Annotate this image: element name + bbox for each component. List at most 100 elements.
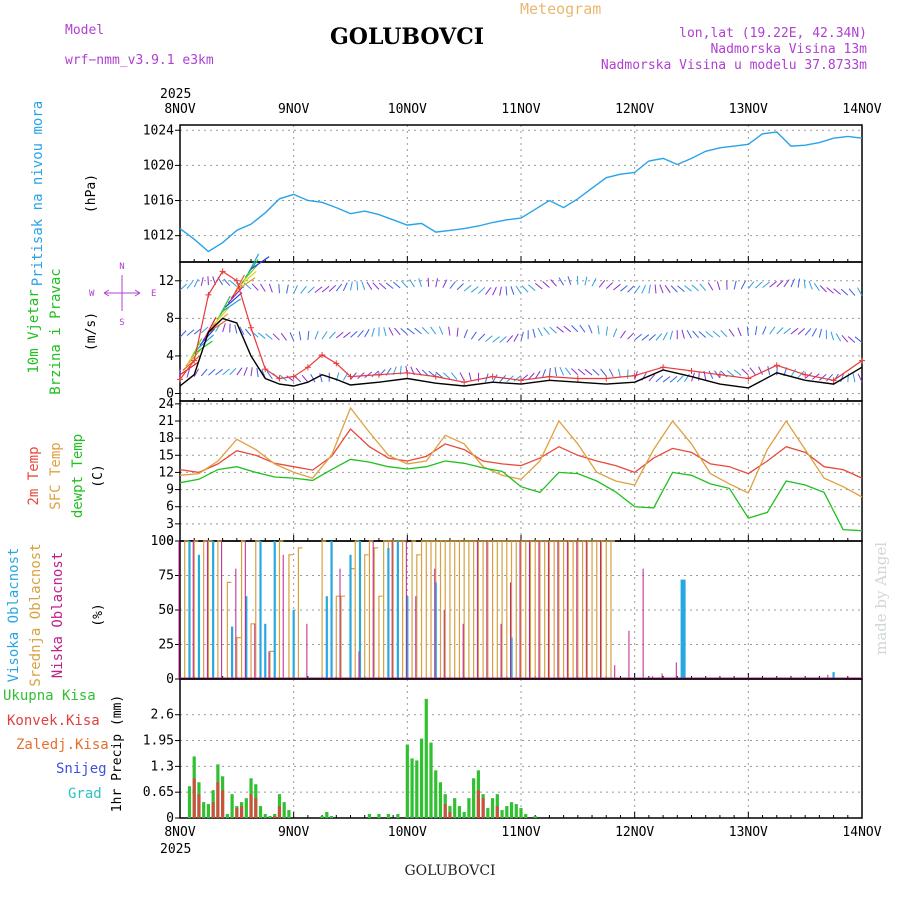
- wind-arrow: [222, 323, 226, 333]
- time-label-top: 8NOV: [164, 102, 195, 117]
- wind-arrow: [532, 328, 536, 338]
- wind-gust-marker: [319, 351, 326, 358]
- wind-arrow: [463, 329, 468, 339]
- wind-gust-marker: [205, 291, 212, 298]
- precip-total-bar: [325, 812, 329, 818]
- wind-gust-marker: [219, 268, 226, 275]
- wind-arrow: [456, 283, 464, 291]
- wind-arrow: [225, 292, 243, 308]
- wind-arrow: [618, 368, 621, 378]
- cloud-high-bar: [510, 637, 513, 679]
- time-label-top: 10NOV: [388, 102, 427, 117]
- wind-arrow: [243, 367, 248, 376]
- wind-arrow: [438, 326, 444, 335]
- wind-arrow: [534, 370, 541, 379]
- wind-arrow: [584, 276, 588, 286]
- wind-gust-marker: [290, 373, 297, 380]
- precip-total-bar: [415, 760, 419, 818]
- wind-arrow: [335, 283, 343, 292]
- wind-arrow: [215, 368, 223, 376]
- wind-arrow: [414, 327, 422, 335]
- wind-arrow: [407, 328, 415, 335]
- precipitation-panel: 0 0.65 1.3 1.95 2.6 Ukupna Kisa Konvek.Kisa Zal…: [3, 678, 863, 826]
- wind-arrow: [251, 283, 259, 291]
- wind-arrow: [492, 286, 497, 296]
- y-tick-label: 3: [166, 517, 174, 532]
- cloud-high-bar: [259, 541, 262, 679]
- precip-conv-bar: [235, 808, 239, 818]
- wind-arrow: [388, 327, 394, 336]
- cloud-mid-bar: [610, 540, 615, 679]
- wind-arrow: [393, 281, 401, 289]
- wind-arrow: [591, 277, 597, 287]
- wind-arrow: [728, 328, 735, 337]
- wind-arrow: [620, 285, 628, 292]
- wind-arrow: [383, 327, 387, 337]
- wind-gust-marker: [177, 376, 183, 383]
- precip-total-bar: [410, 758, 414, 818]
- wind-arrow: [737, 327, 742, 337]
- wind-arrow: [286, 284, 289, 294]
- wind-arrow: [769, 326, 776, 335]
- wind-gust-marker: [191, 357, 198, 364]
- wind-arrow: [733, 280, 737, 290]
- cloud-mid-bar: [297, 547, 303, 679]
- cloud-low-bar: [614, 665, 616, 679]
- wind-arrow: [371, 370, 380, 378]
- precip-total-bar: [244, 798, 248, 818]
- cloud-low-bar: [675, 662, 677, 679]
- wind-speed-line: [179, 317, 863, 389]
- wind-arrow: [613, 283, 621, 291]
- precip-conv-bar: [476, 790, 480, 818]
- wind-arrow: [343, 331, 351, 339]
- wind-arrow: [848, 288, 856, 296]
- wind-arrow: [314, 330, 319, 340]
- wind-gust-marker: [304, 364, 311, 371]
- precip-total-bar: [424, 698, 428, 818]
- wind-arrow: [293, 285, 298, 294]
- wind-arrow: [571, 325, 579, 333]
- wind-arrow: [605, 282, 614, 290]
- precip-total-bar: [225, 814, 229, 818]
- time-label-bottom: 14NOV: [842, 825, 881, 840]
- cloud-mid-bar: [373, 547, 379, 679]
- wind-arrow: [179, 361, 199, 376]
- precip-conv-bar: [481, 798, 485, 818]
- y-tick-label: 1020: [143, 158, 174, 173]
- time-label-top: 12NOV: [615, 102, 654, 117]
- wind-arrow: [321, 331, 328, 340]
- meteogram-label: Meteogram: [520, 0, 601, 18]
- precip-total-bar: [206, 804, 211, 818]
- precip-total-bar: [509, 802, 514, 818]
- cloud-mid-bar: [439, 540, 445, 679]
- wind-arrow: [584, 368, 593, 376]
- wind-arrow: [239, 270, 257, 287]
- cloud-low-bar: [585, 541, 587, 679]
- wind-arrow: [298, 331, 302, 341]
- cloud-mid-bar: [378, 595, 383, 679]
- cloud-mid-bar: [383, 540, 388, 679]
- wind-arrow: [818, 328, 822, 338]
- precip-conv-bar: [448, 812, 452, 818]
- y-tick-label: 12: [158, 274, 174, 289]
- cloud-mid-bar: [553, 540, 559, 679]
- cloud-mid-bar: [525, 540, 530, 679]
- wind-gust-marker: [574, 375, 581, 382]
- y-tick-label: 15: [158, 448, 174, 463]
- wind-arrow: [400, 328, 408, 335]
- wind-arrow: [513, 333, 519, 342]
- lonlat-text: lon,lat (19.22E, 42.34N): [679, 26, 867, 41]
- wind-arrow: [499, 336, 507, 343]
- cloud-mid-bar: [501, 540, 507, 679]
- wind-arrow: [558, 277, 565, 286]
- cloud-mid-bar: [193, 540, 199, 679]
- wind-arrow: [854, 336, 863, 343]
- cloud-mid-bar: [203, 540, 208, 679]
- wind-arrow: [708, 370, 714, 380]
- cloud-mid-bar: [510, 540, 516, 679]
- cloud-low-title: Niska Oblacnost: [50, 552, 66, 678]
- cloud-low-bar: [268, 651, 270, 679]
- wind-arrow: [342, 282, 348, 291]
- y-tick-label: 0: [166, 534, 174, 549]
- wind-arrow: [803, 279, 806, 289]
